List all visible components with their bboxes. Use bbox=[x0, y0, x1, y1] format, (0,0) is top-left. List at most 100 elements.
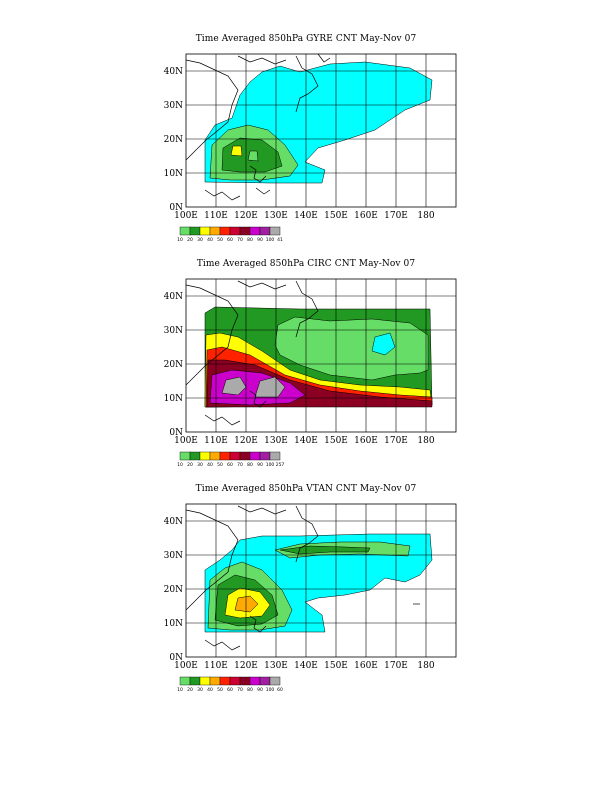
colorbar-label: 20 bbox=[187, 687, 193, 693]
axis-ticks: 100E 110E 120E 130E 140E 150E 160E 170E 180 0N 10N… bbox=[164, 517, 435, 671]
colorbar-label: 50 bbox=[217, 462, 223, 468]
colorbar-label: 90 bbox=[257, 687, 263, 693]
colorbar-swatch bbox=[209, 676, 221, 686]
y-tick-label: 20N bbox=[164, 585, 183, 595]
x-tick-label: 150E bbox=[324, 661, 348, 671]
colorbar-label: 10 bbox=[177, 237, 183, 243]
x-tick-label: 170E bbox=[384, 661, 408, 671]
colorbar-swatch bbox=[269, 451, 281, 461]
colorbar-swatch bbox=[189, 676, 201, 686]
x-tick-label: 170E bbox=[384, 211, 408, 221]
colorbar-swatch bbox=[269, 226, 281, 236]
y-tick-label: 40N bbox=[164, 292, 183, 302]
y-tick-label: 10N bbox=[164, 394, 183, 404]
gyre-map: 100E 110E 120E 130E 140E 150E 160E 170E 180 0N 10N… bbox=[164, 53, 457, 243]
x-tick-label: 120E bbox=[234, 436, 258, 446]
colorbar-label: 80 bbox=[247, 687, 253, 693]
colorbar-label: 30 bbox=[197, 687, 203, 693]
colorbar-swatch bbox=[219, 676, 231, 686]
y-tick-label: 40N bbox=[164, 67, 183, 77]
colorbar-label: 40 bbox=[207, 687, 213, 693]
panel-title: Time Averaged 850hPa CIRC CNT May-Nov 07 bbox=[196, 259, 416, 269]
panel-title: Time Averaged 850hPa VTAN CNT May-Nov 07 bbox=[195, 484, 417, 494]
x-tick-label: 120E bbox=[234, 211, 258, 221]
colorbar-label: 90 bbox=[257, 237, 263, 243]
colorbar-label: 10 bbox=[177, 687, 183, 693]
colorbar-label: 60 bbox=[227, 687, 233, 693]
y-tick-label: 0N bbox=[169, 428, 183, 438]
colorbar-label: 80 bbox=[247, 462, 253, 468]
colorbar-label: 40 bbox=[207, 237, 213, 243]
x-tick-label: 180 bbox=[417, 211, 434, 221]
colorbar-swatch bbox=[229, 676, 241, 686]
colorbar-label: 40 bbox=[207, 462, 213, 468]
gyre-field bbox=[204, 61, 433, 184]
x-tick-label: 110E bbox=[204, 661, 228, 671]
x-tick-label: 150E bbox=[324, 211, 348, 221]
x-tick-label: 160E bbox=[354, 211, 378, 221]
colorbar-label: 60 bbox=[227, 237, 233, 243]
colorbar-label: 41 bbox=[277, 237, 283, 243]
x-tick-label: 100E bbox=[174, 661, 198, 671]
x-tick-label: 120E bbox=[234, 661, 258, 671]
colorbar-swatch bbox=[249, 676, 261, 686]
colorbar: 10 20 30 40 50 60 70 80 90 100 41 bbox=[177, 226, 283, 243]
panel-circ: Time Averaged 850hPa CIRC CNT May-Nov 07… bbox=[0, 225, 612, 485]
colorbar-label: 70 bbox=[237, 237, 243, 243]
x-tick-label: 130E bbox=[264, 211, 288, 221]
x-tick-label: 150E bbox=[324, 436, 348, 446]
y-tick-label: 30N bbox=[164, 326, 183, 336]
y-tick-label: 20N bbox=[164, 360, 183, 370]
panel-title: Time Averaged 850hPa GYRE CNT May-Nov 07 bbox=[195, 34, 417, 44]
colorbar-label: 20 bbox=[187, 462, 193, 468]
grid-lines bbox=[186, 54, 456, 207]
y-tick-label: 30N bbox=[164, 101, 183, 111]
circ-field bbox=[204, 306, 433, 408]
colorbar-label: 30 bbox=[197, 462, 203, 468]
x-tick-label: 100E bbox=[174, 211, 198, 221]
x-tick-label: 110E bbox=[204, 211, 228, 221]
y-tick-label: 30N bbox=[164, 551, 183, 561]
circ-map: 100E 110E 120E 130E 140E 150E 160E 170E 180 0N 10N… bbox=[164, 278, 457, 468]
x-tick-label: 160E bbox=[354, 436, 378, 446]
colorbar: 10 20 30 40 50 60 70 80 90 100 257 bbox=[177, 451, 285, 468]
x-tick-label: 140E bbox=[294, 661, 318, 671]
colorbar-label: 30 bbox=[197, 237, 203, 243]
colorbar-label: 257 bbox=[276, 462, 285, 468]
x-tick-label: 110E bbox=[204, 436, 228, 446]
colorbar-label: 70 bbox=[237, 462, 243, 468]
colorbar-label: 80 bbox=[247, 237, 253, 243]
colorbar-swatch bbox=[269, 676, 281, 686]
colorbar-label: 10 bbox=[177, 462, 183, 468]
colorbar-swatch bbox=[259, 676, 271, 686]
colorbar-label: 20 bbox=[187, 237, 193, 243]
colorbar-label: 50 bbox=[217, 237, 223, 243]
colorbar-label: 100 bbox=[266, 237, 275, 243]
colorbar-label: 50 bbox=[217, 687, 223, 693]
y-tick-label: 10N bbox=[164, 619, 183, 629]
x-tick-label: 130E bbox=[264, 436, 288, 446]
axis-ticks: 100E 110E 120E 130E 140E 150E 160E 170E 180 0N 10N… bbox=[164, 292, 435, 446]
x-tick-label: 170E bbox=[384, 436, 408, 446]
x-tick-label: 180 bbox=[417, 661, 434, 671]
map-frame bbox=[185, 503, 457, 658]
y-tick-label: 0N bbox=[169, 203, 183, 213]
panel-gyre: Time Averaged 850hPa GYRE CNT May-Nov 07… bbox=[0, 0, 612, 260]
vtan-field bbox=[204, 533, 433, 633]
x-tick-label: 140E bbox=[294, 436, 318, 446]
y-tick-label: 20N bbox=[164, 135, 183, 145]
colorbar-swatch bbox=[199, 676, 211, 686]
grid-lines bbox=[186, 504, 456, 657]
y-tick-label: 0N bbox=[169, 653, 183, 663]
x-tick-label: 100E bbox=[174, 436, 198, 446]
x-tick-label: 130E bbox=[264, 661, 288, 671]
map-frame bbox=[185, 278, 457, 433]
colorbar-label: 60 bbox=[277, 687, 283, 693]
map-frame bbox=[185, 53, 457, 208]
colorbar-label: 70 bbox=[237, 687, 243, 693]
colorbar-label: 100 bbox=[266, 687, 275, 693]
x-tick-label: 160E bbox=[354, 661, 378, 671]
colorbar-label: 60 bbox=[227, 462, 233, 468]
y-tick-label: 10N bbox=[164, 169, 183, 179]
y-tick-label: 40N bbox=[164, 517, 183, 527]
